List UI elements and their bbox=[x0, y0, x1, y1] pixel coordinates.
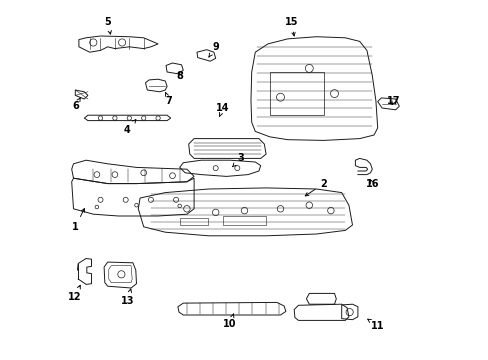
Text: 15: 15 bbox=[284, 17, 298, 36]
Text: 17: 17 bbox=[386, 96, 400, 106]
Text: 9: 9 bbox=[208, 42, 219, 57]
Text: 12: 12 bbox=[68, 285, 81, 302]
Text: 7: 7 bbox=[165, 93, 172, 106]
Text: 1: 1 bbox=[72, 208, 84, 232]
Text: 2: 2 bbox=[305, 179, 326, 196]
Text: 8: 8 bbox=[176, 71, 183, 81]
Text: 3: 3 bbox=[232, 153, 244, 167]
Text: 10: 10 bbox=[223, 314, 236, 329]
Text: 5: 5 bbox=[104, 17, 111, 34]
Text: 6: 6 bbox=[72, 98, 80, 111]
Text: 11: 11 bbox=[367, 319, 384, 331]
Text: 16: 16 bbox=[365, 179, 378, 189]
Text: 4: 4 bbox=[124, 120, 136, 135]
Text: 14: 14 bbox=[216, 103, 229, 116]
Text: 13: 13 bbox=[121, 289, 134, 306]
